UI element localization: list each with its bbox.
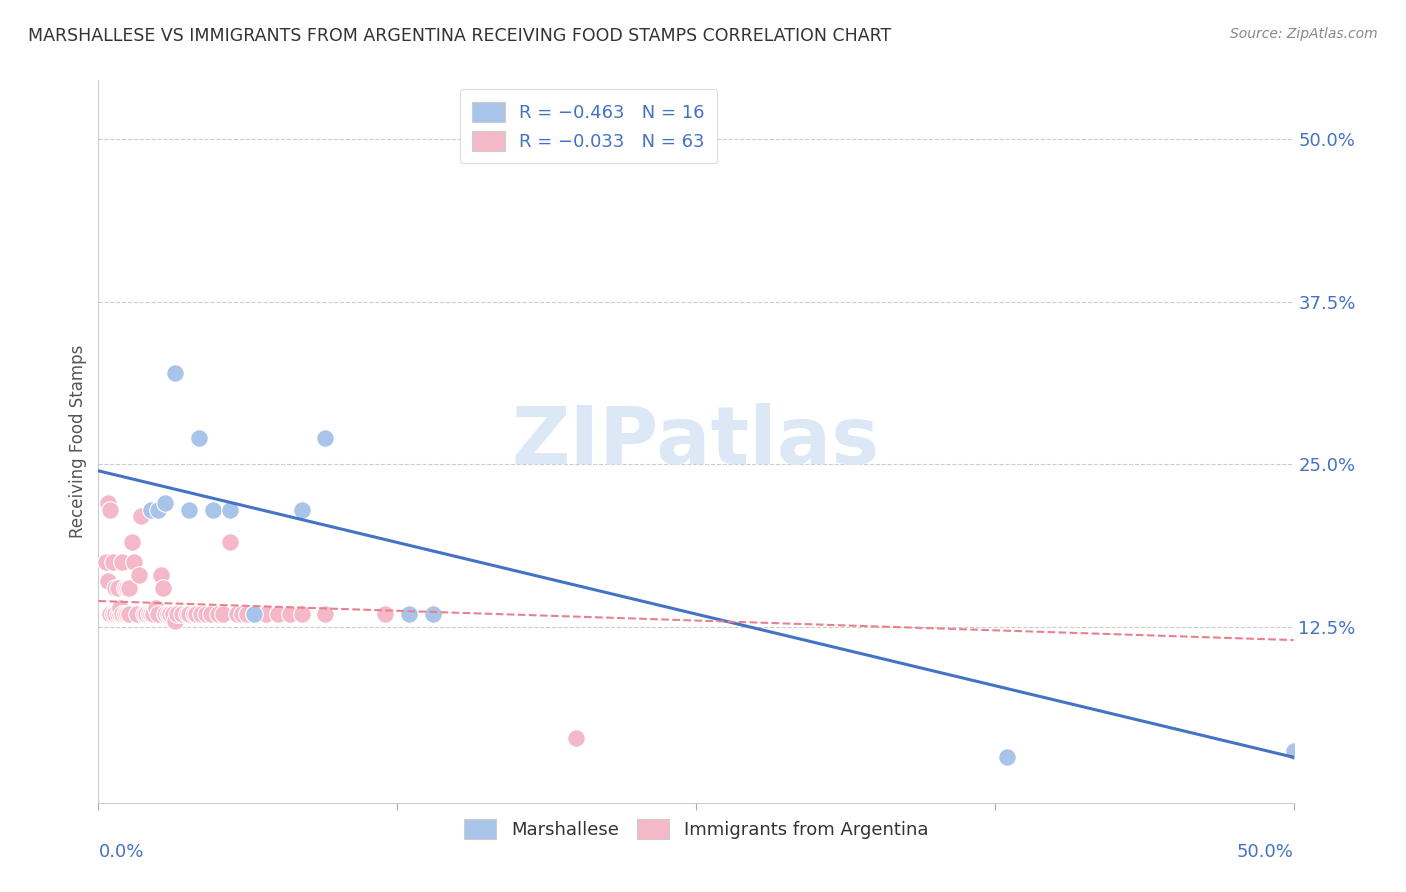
Point — [114, 581, 136, 595]
Point — [114, 607, 136, 621]
Point — [200, 607, 222, 621]
Point — [179, 503, 201, 517]
Point — [132, 607, 155, 621]
Point — [163, 614, 186, 628]
Point — [422, 607, 444, 621]
Point — [104, 581, 127, 595]
Point — [195, 607, 218, 621]
Text: ZIPatlas: ZIPatlas — [512, 402, 880, 481]
Point — [219, 535, 242, 549]
Point — [1282, 744, 1305, 758]
Point — [155, 496, 177, 510]
Point — [254, 607, 277, 621]
Point — [291, 503, 314, 517]
Y-axis label: Receiving Food Stamps: Receiving Food Stamps — [69, 345, 87, 538]
Point — [183, 607, 205, 621]
Point — [156, 607, 179, 621]
Point — [243, 607, 266, 621]
Point — [128, 568, 150, 582]
Point — [111, 607, 134, 621]
Text: 0.0%: 0.0% — [98, 843, 143, 861]
Point — [398, 607, 420, 621]
Point — [162, 607, 184, 621]
Point — [101, 607, 124, 621]
Point — [138, 607, 160, 621]
Point — [243, 607, 266, 621]
Point — [1282, 744, 1305, 758]
Point — [139, 503, 162, 517]
Point — [148, 607, 170, 621]
Point — [155, 607, 177, 621]
Point — [124, 555, 146, 569]
Point — [142, 607, 165, 621]
Point — [125, 607, 148, 621]
Point — [118, 581, 141, 595]
Point — [115, 581, 138, 595]
Point — [179, 607, 201, 621]
Point — [187, 431, 209, 445]
Point — [235, 607, 257, 621]
Text: MARSHALLESE VS IMMIGRANTS FROM ARGENTINA RECEIVING FOOD STAMPS CORRELATION CHART: MARSHALLESE VS IMMIGRANTS FROM ARGENTINA… — [28, 27, 891, 45]
Point — [159, 607, 181, 621]
Point — [315, 431, 337, 445]
Point — [190, 607, 212, 621]
Point — [97, 496, 120, 510]
Point — [291, 607, 314, 621]
Point — [118, 607, 141, 621]
Point — [231, 607, 253, 621]
Point — [98, 607, 122, 621]
Point — [186, 607, 208, 621]
Point — [98, 503, 122, 517]
Point — [101, 555, 124, 569]
Point — [139, 607, 162, 621]
Point — [374, 607, 396, 621]
Point — [267, 607, 290, 621]
Point — [172, 607, 194, 621]
Point — [207, 607, 229, 621]
Text: 50.0%: 50.0% — [1237, 843, 1294, 861]
Point — [131, 509, 153, 524]
Point — [149, 568, 172, 582]
Point — [94, 555, 117, 569]
Point — [163, 366, 186, 380]
Point — [565, 731, 588, 745]
Point — [121, 535, 143, 549]
Point — [219, 503, 242, 517]
Point — [111, 555, 134, 569]
Point — [148, 503, 170, 517]
Point — [107, 607, 129, 621]
Point — [995, 750, 1018, 764]
Point — [278, 607, 301, 621]
Point — [135, 607, 157, 621]
Point — [315, 607, 337, 621]
Legend: Marshallese, Immigrants from Argentina: Marshallese, Immigrants from Argentina — [451, 806, 941, 852]
Point — [108, 607, 131, 621]
Point — [145, 600, 167, 615]
Point — [202, 503, 225, 517]
Point — [166, 607, 188, 621]
Point — [107, 581, 129, 595]
Point — [211, 607, 233, 621]
Point — [226, 607, 249, 621]
Point — [115, 607, 138, 621]
Text: Source: ZipAtlas.com: Source: ZipAtlas.com — [1230, 27, 1378, 41]
Point — [104, 607, 127, 621]
Point — [108, 600, 131, 615]
Point — [152, 581, 174, 595]
Point — [97, 574, 120, 589]
Point — [176, 607, 198, 621]
